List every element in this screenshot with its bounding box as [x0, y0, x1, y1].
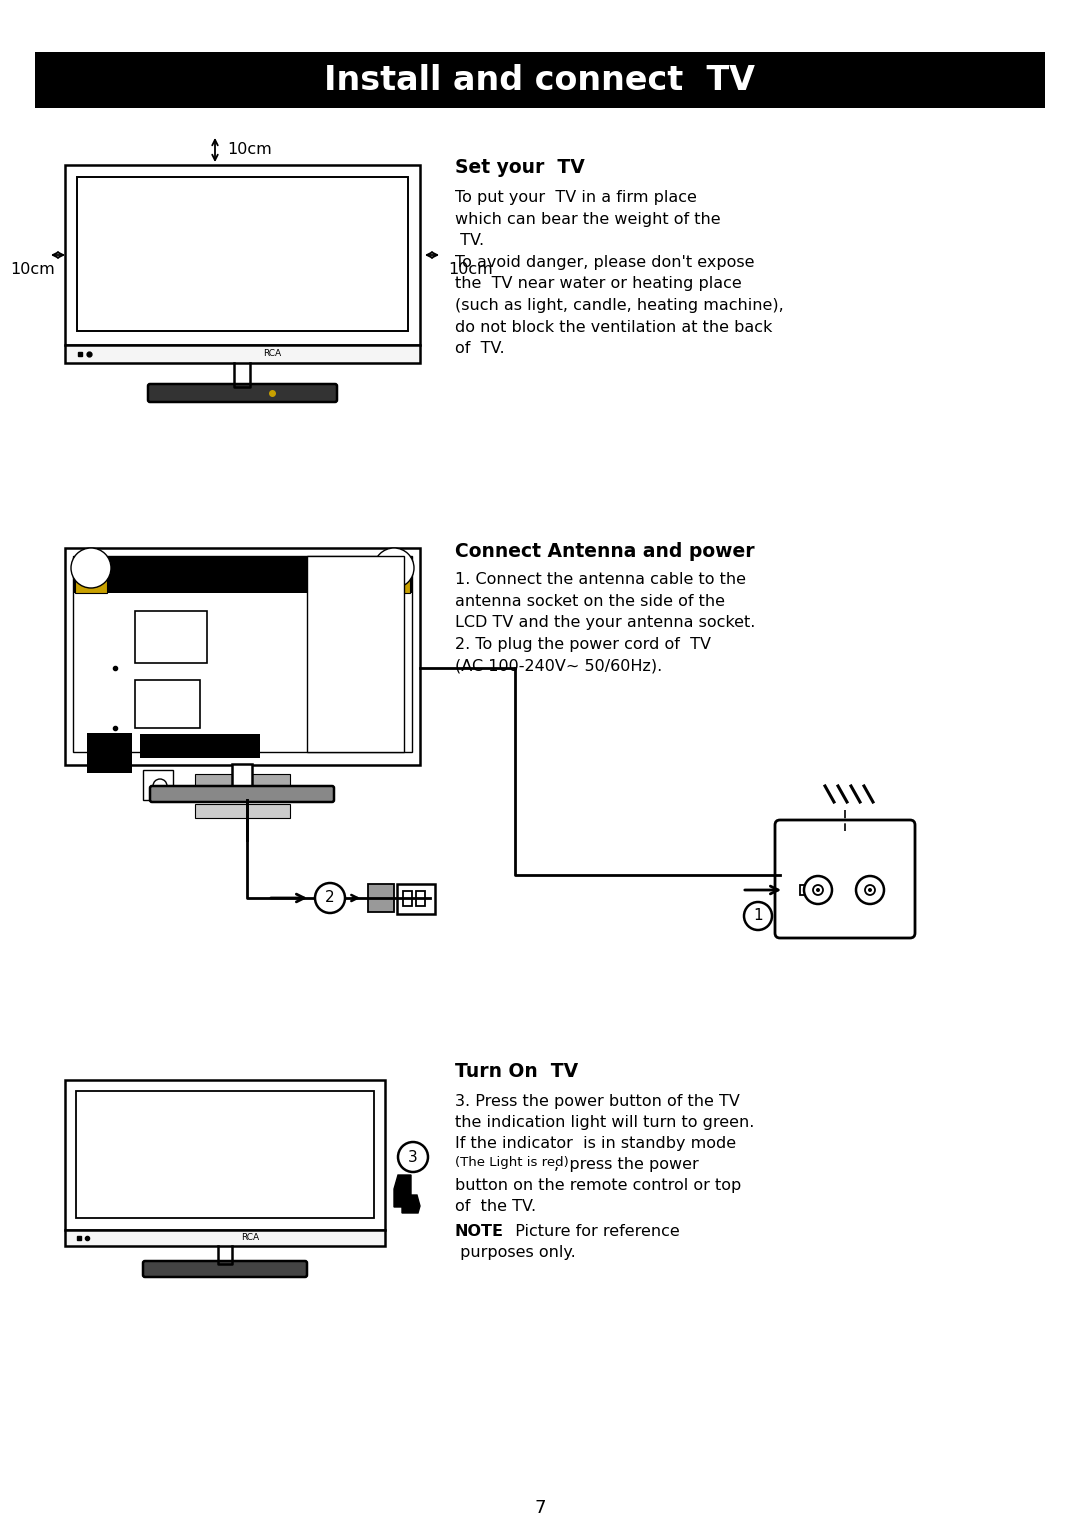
Text: Set your  TV: Set your TV — [455, 157, 584, 177]
Bar — [35, 52, 1045, 108]
Circle shape — [856, 876, 885, 904]
Bar — [73, 556, 411, 751]
Circle shape — [865, 886, 875, 895]
Bar — [140, 734, 260, 757]
Bar — [135, 680, 200, 728]
Text: 1. Connect the antenna cable to the
antenna socket on the side of the
LCD TV and: 1. Connect the antenna cable to the ante… — [455, 573, 755, 673]
Bar — [65, 1080, 384, 1231]
FancyBboxPatch shape — [150, 786, 334, 802]
Text: 10cm: 10cm — [448, 263, 492, 278]
Bar — [143, 770, 173, 800]
Bar — [65, 165, 420, 345]
Bar — [403, 890, 411, 906]
Circle shape — [816, 889, 820, 892]
Text: the indication light will turn to green.: the indication light will turn to green. — [455, 1115, 754, 1130]
Text: If the indicator  is in standby mode: If the indicator is in standby mode — [455, 1136, 737, 1151]
Bar — [416, 890, 426, 906]
Bar — [232, 764, 252, 789]
Text: 10cm: 10cm — [10, 263, 55, 278]
Bar — [378, 565, 410, 592]
Text: 3. Press the power button of the TV: 3. Press the power button of the TV — [455, 1093, 740, 1109]
Bar — [76, 1090, 374, 1219]
Bar — [195, 774, 291, 796]
Bar — [65, 345, 420, 363]
Bar — [195, 805, 291, 818]
Circle shape — [315, 883, 345, 913]
Bar — [397, 884, 435, 915]
Text: 2: 2 — [325, 890, 335, 906]
Bar — [77, 177, 408, 331]
Text: Turn On  TV: Turn On TV — [455, 1061, 578, 1081]
Polygon shape — [394, 1174, 420, 1212]
Bar — [73, 556, 411, 592]
Circle shape — [868, 889, 872, 892]
Circle shape — [153, 779, 167, 793]
Text: ,  press the power: , press the power — [554, 1157, 699, 1173]
Bar — [307, 556, 404, 751]
Bar — [75, 565, 107, 592]
Text: To put your  TV in a firm place
which can bear the weight of the
 TV.
To avoid d: To put your TV in a firm place which can… — [455, 189, 784, 356]
Text: button on the remote control or top: button on the remote control or top — [455, 1177, 741, 1193]
Text: purposes only.: purposes only. — [455, 1245, 576, 1260]
Text: 3: 3 — [408, 1150, 418, 1165]
Bar — [65, 548, 420, 765]
Circle shape — [813, 886, 823, 895]
Circle shape — [71, 548, 111, 588]
Text: Install and connect  TV: Install and connect TV — [324, 64, 756, 96]
Bar — [800, 886, 812, 895]
Bar — [135, 611, 207, 663]
Text: NOTE: NOTE — [455, 1225, 504, 1238]
Circle shape — [374, 548, 414, 588]
Text: 7: 7 — [535, 1500, 545, 1516]
Text: RCA: RCA — [264, 350, 282, 359]
Bar — [368, 884, 394, 912]
FancyBboxPatch shape — [143, 1261, 307, 1277]
Circle shape — [804, 876, 832, 904]
Text: Picture for reference: Picture for reference — [505, 1225, 679, 1238]
FancyBboxPatch shape — [775, 820, 915, 938]
Text: RCA: RCA — [241, 1234, 259, 1243]
Text: 10cm: 10cm — [227, 142, 272, 157]
Text: (The Light is red): (The Light is red) — [455, 1156, 569, 1170]
Circle shape — [744, 902, 772, 930]
Text: of  the TV.: of the TV. — [455, 1199, 536, 1214]
Bar — [87, 733, 132, 773]
Text: Connect Antenna and power: Connect Antenna and power — [455, 542, 755, 560]
Circle shape — [399, 1142, 428, 1173]
Bar — [65, 1231, 384, 1246]
Text: 1: 1 — [753, 909, 762, 924]
FancyBboxPatch shape — [148, 383, 337, 402]
